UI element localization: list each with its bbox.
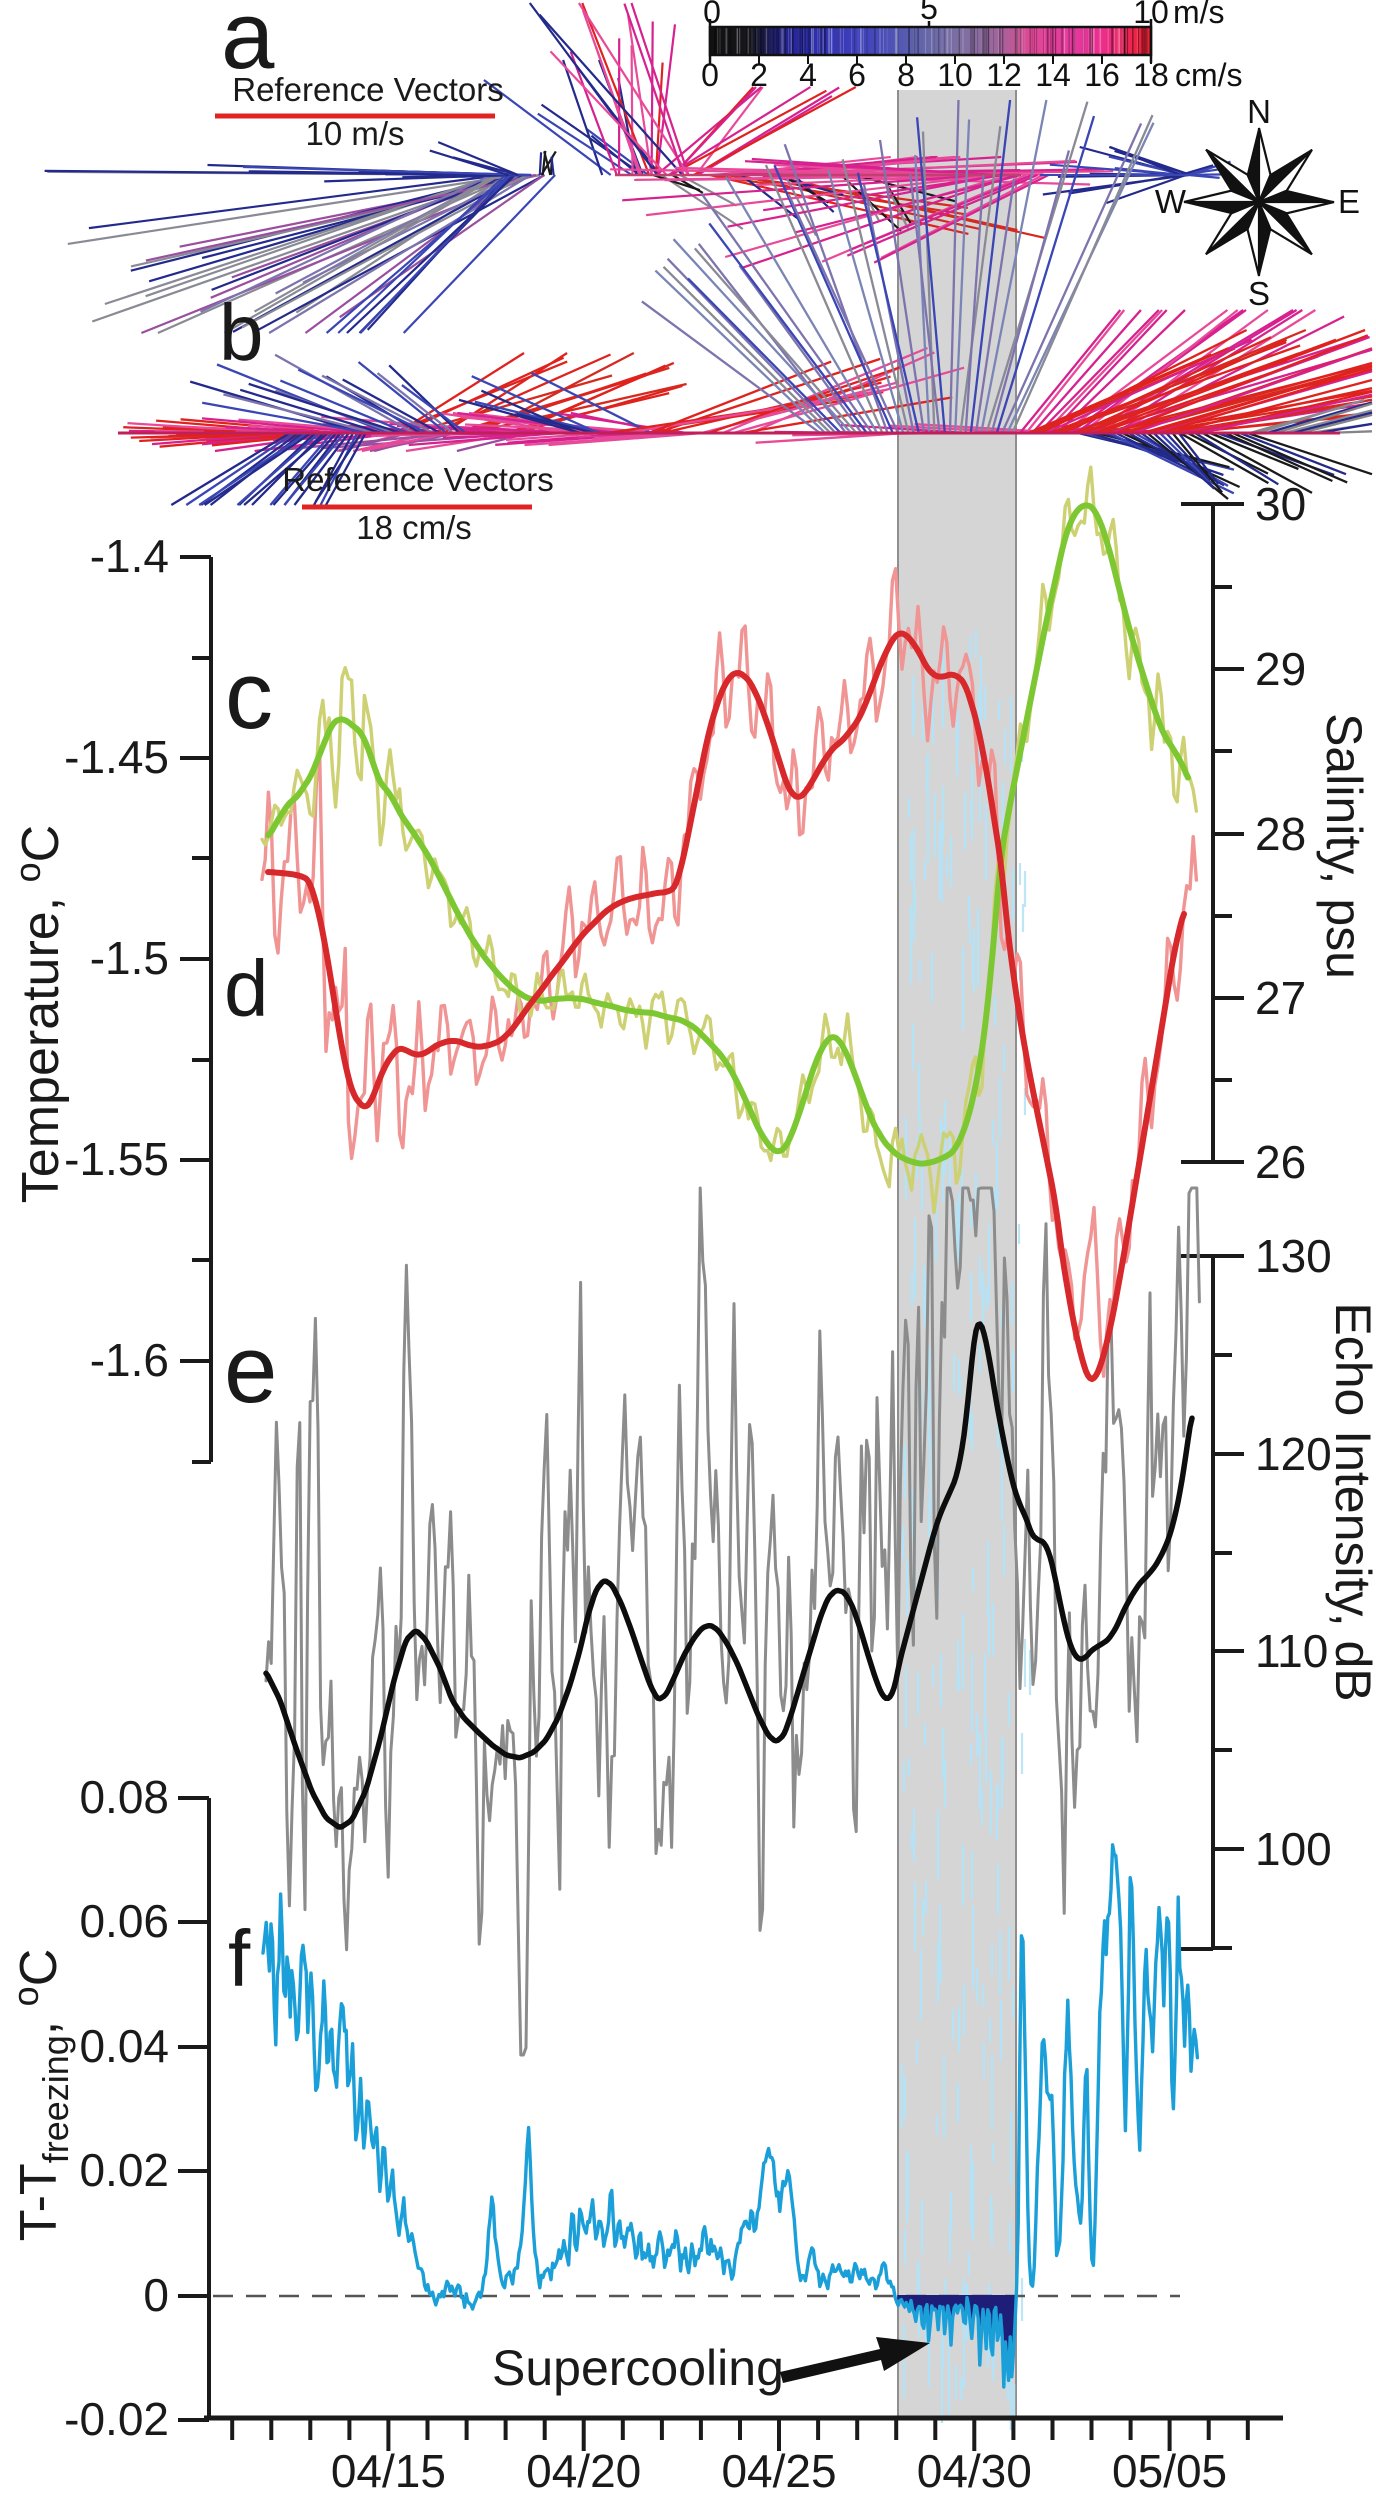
svg-text:e: e <box>224 1316 277 1423</box>
svg-text:c: c <box>225 642 273 749</box>
svg-text:0.06: 0.06 <box>79 1895 169 1947</box>
svg-text:10 m/s: 10 m/s <box>305 115 404 152</box>
svg-text:4: 4 <box>799 57 817 93</box>
svg-text:Temperature, oC: Temperature, oC <box>7 825 70 1203</box>
svg-text:-1.4: -1.4 <box>90 530 169 582</box>
svg-text:0.04: 0.04 <box>79 2020 169 2072</box>
svg-text:05/05: 05/05 <box>1112 2445 1227 2497</box>
svg-text:0: 0 <box>703 0 721 30</box>
svg-text:-0.02: -0.02 <box>64 2393 169 2445</box>
svg-text:10: 10 <box>937 57 973 93</box>
svg-text:a: a <box>221 0 275 89</box>
svg-text:-1.45: -1.45 <box>64 731 169 783</box>
svg-text:110: 110 <box>1255 1625 1328 1677</box>
svg-text:27: 27 <box>1255 972 1306 1024</box>
svg-text:Reference Vectors: Reference Vectors <box>282 461 553 498</box>
svg-text:130: 130 <box>1255 1230 1332 1282</box>
svg-text:12: 12 <box>986 57 1022 93</box>
svg-text:b: b <box>219 288 264 377</box>
svg-text:14: 14 <box>1035 57 1071 93</box>
svg-text:d: d <box>224 944 269 1033</box>
svg-text:S: S <box>1248 275 1270 312</box>
svg-text:2: 2 <box>750 57 768 93</box>
svg-text:04/20: 04/20 <box>526 2445 641 2497</box>
svg-text:Supercooling: Supercooling <box>492 2340 784 2396</box>
svg-text:18 cm/s: 18 cm/s <box>356 509 472 546</box>
svg-text:-1.55: -1.55 <box>64 1133 169 1185</box>
svg-text:04/25: 04/25 <box>721 2445 836 2497</box>
svg-text:100: 100 <box>1255 1823 1332 1875</box>
svg-text:Echo Intensity, dB: Echo Intensity, dB <box>1325 1302 1376 1701</box>
svg-text:30: 30 <box>1255 478 1306 530</box>
svg-text:Salinity, psu: Salinity, psu <box>1316 713 1372 979</box>
svg-text:18: 18 <box>1133 57 1169 93</box>
svg-text:m/s: m/s <box>1173 0 1225 30</box>
svg-text:0: 0 <box>143 2269 169 2321</box>
svg-text:0.08: 0.08 <box>79 1771 169 1823</box>
svg-text:29: 29 <box>1255 643 1306 695</box>
svg-text:10: 10 <box>1133 0 1169 30</box>
svg-text:E: E <box>1338 183 1360 220</box>
svg-text:-1.5: -1.5 <box>90 932 169 984</box>
svg-text:Reference Vectors: Reference Vectors <box>232 71 503 108</box>
svg-text:0: 0 <box>701 57 719 93</box>
svg-text:6: 6 <box>848 57 866 93</box>
svg-text:16: 16 <box>1084 57 1120 93</box>
svg-text:26: 26 <box>1255 1136 1306 1188</box>
svg-text:04/15: 04/15 <box>331 2445 446 2497</box>
svg-text:f: f <box>228 1914 251 2003</box>
svg-text:W: W <box>1155 183 1187 220</box>
svg-text:N: N <box>1247 93 1271 130</box>
svg-text:0.02: 0.02 <box>79 2144 169 2196</box>
svg-text:cm/s: cm/s <box>1175 57 1243 93</box>
svg-text:5: 5 <box>920 0 938 26</box>
svg-text:8: 8 <box>897 57 915 93</box>
svg-text:-1.6: -1.6 <box>90 1334 169 1386</box>
svg-text:28: 28 <box>1255 808 1306 860</box>
svg-text:120: 120 <box>1255 1428 1332 1480</box>
svg-text:04/30: 04/30 <box>917 2445 1032 2497</box>
